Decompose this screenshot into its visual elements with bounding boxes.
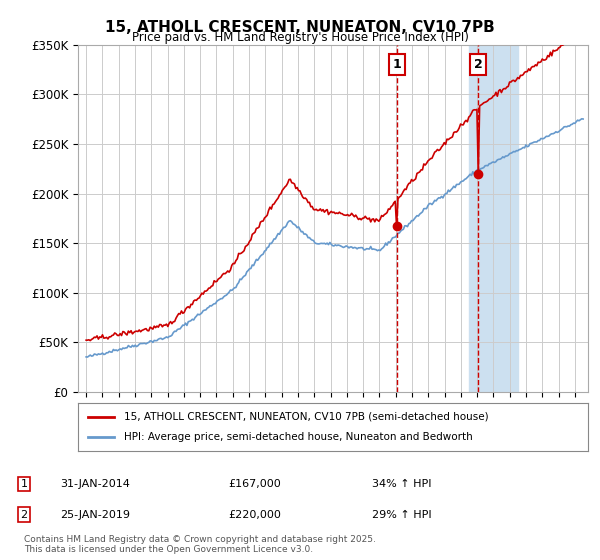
Text: Price paid vs. HM Land Registry's House Price Index (HPI): Price paid vs. HM Land Registry's House … <box>131 31 469 44</box>
Text: 2: 2 <box>474 58 483 71</box>
Text: £167,000: £167,000 <box>228 479 281 489</box>
Text: 2: 2 <box>20 510 28 520</box>
Text: 1: 1 <box>392 58 401 71</box>
Text: 15, ATHOLL CRESCENT, NUNEATON, CV10 7PB (semi-detached house): 15, ATHOLL CRESCENT, NUNEATON, CV10 7PB … <box>124 412 488 422</box>
Text: 34% ↑ HPI: 34% ↑ HPI <box>372 479 431 489</box>
Text: 25-JAN-2019: 25-JAN-2019 <box>60 510 130 520</box>
Text: Contains HM Land Registry data © Crown copyright and database right 2025.
This d: Contains HM Land Registry data © Crown c… <box>24 535 376 554</box>
Text: 1: 1 <box>20 479 28 489</box>
Text: 15, ATHOLL CRESCENT, NUNEATON, CV10 7PB: 15, ATHOLL CRESCENT, NUNEATON, CV10 7PB <box>105 20 495 35</box>
Text: £220,000: £220,000 <box>228 510 281 520</box>
Bar <box>469 45 518 392</box>
Text: HPI: Average price, semi-detached house, Nuneaton and Bedworth: HPI: Average price, semi-detached house,… <box>124 432 473 442</box>
Text: 29% ↑ HPI: 29% ↑ HPI <box>372 510 431 520</box>
Text: 31-JAN-2014: 31-JAN-2014 <box>60 479 130 489</box>
